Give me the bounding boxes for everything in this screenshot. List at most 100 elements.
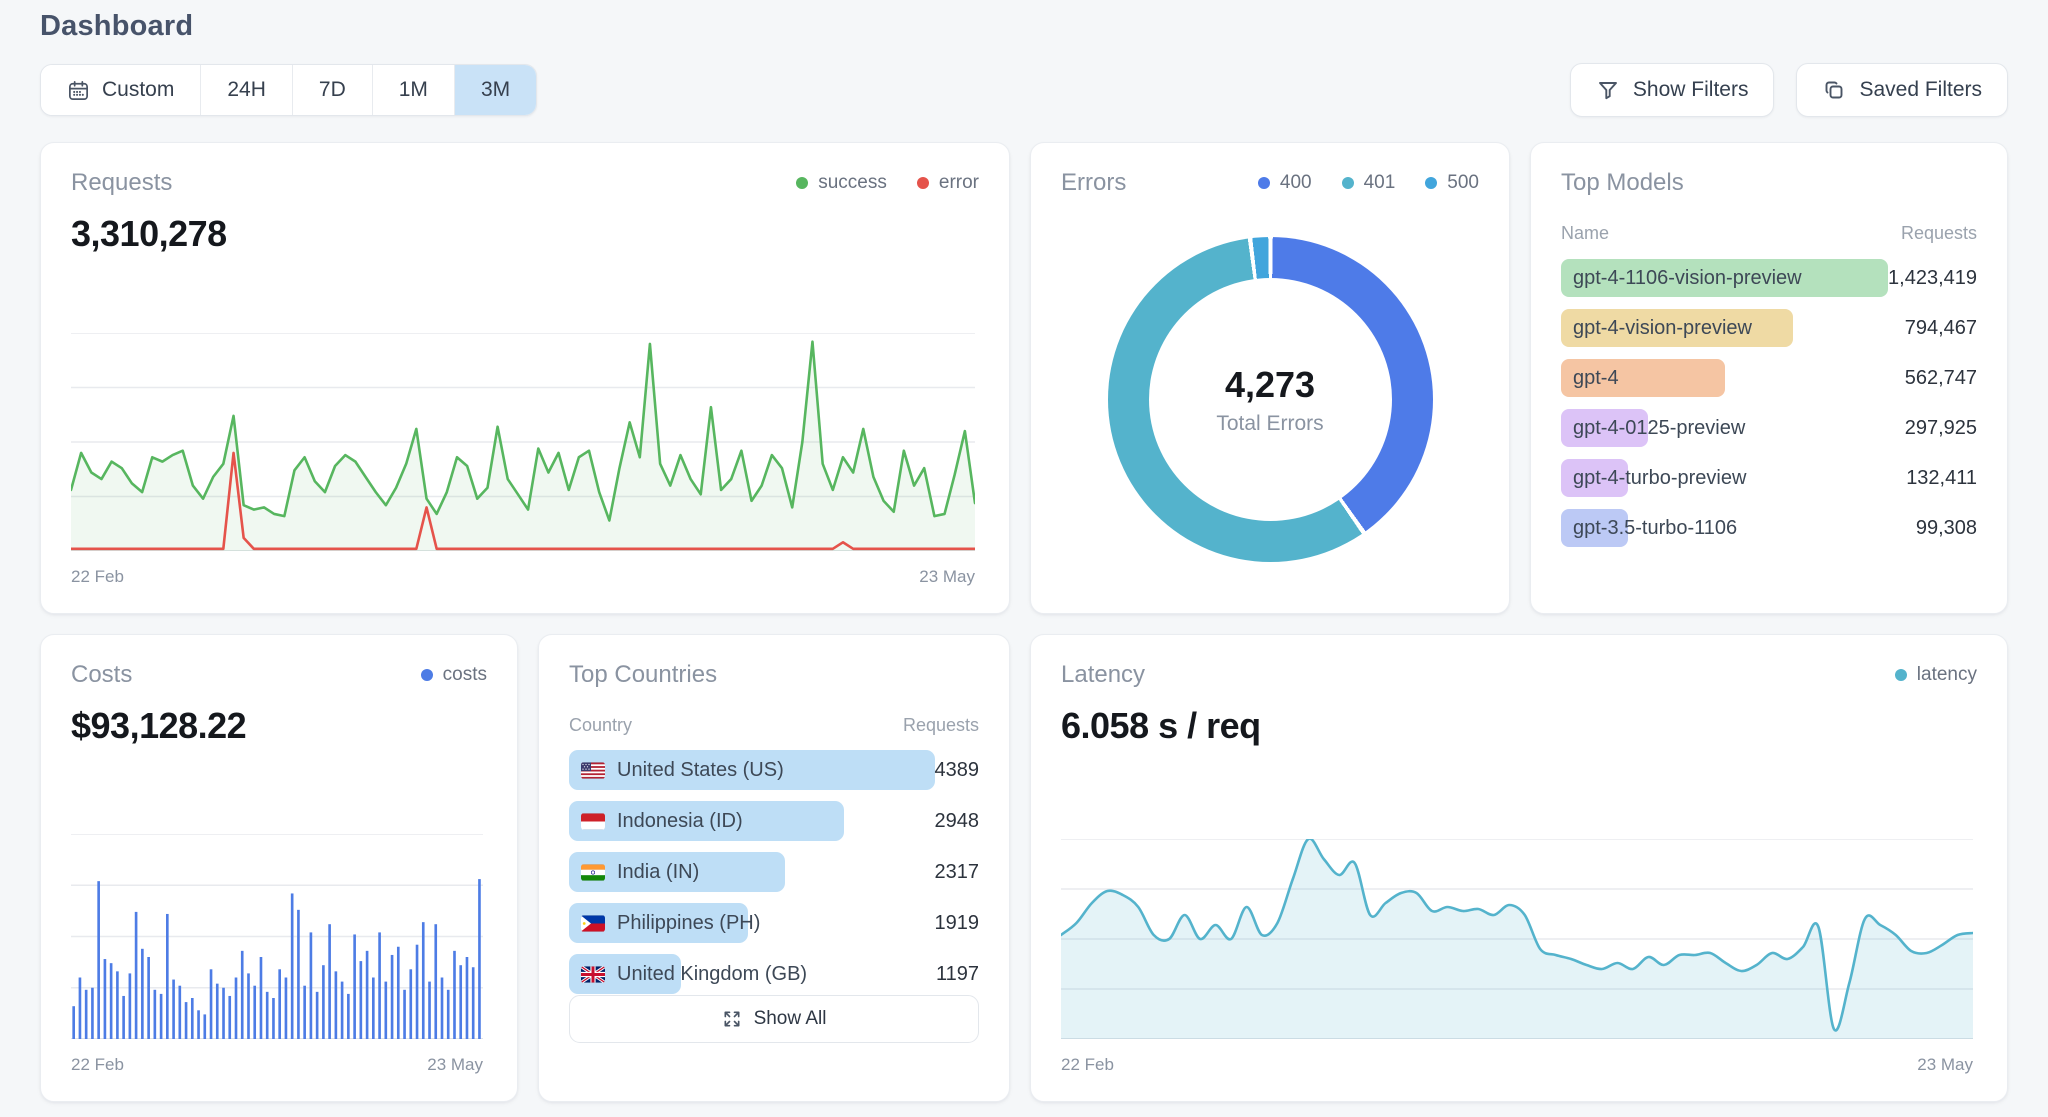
top-countries-table-header: Country Requests — [569, 715, 979, 736]
funnel-icon — [1596, 78, 1620, 102]
calendar-icon — [67, 79, 90, 102]
top-countries-rows: United States (US) 4389 Indonesia (ID) 2948… — [569, 750, 979, 994]
x-axis-end-label: 23 May — [1917, 1055, 1973, 1074]
x-axis-start-label: 22 Feb — [71, 567, 124, 586]
model-name-bar: gpt-4 — [1561, 359, 1726, 397]
show-filters-button[interactable]: Show Filters — [1569, 63, 1775, 117]
country-name-bar: India (IN) — [569, 852, 786, 892]
countries-country-column-header: Country — [569, 715, 633, 735]
errors-donut-center: 4,273 Total Errors — [1108, 237, 1433, 562]
latency-x-axis: 22 Feb 23 May — [1061, 1055, 1973, 1075]
time-filter-7d[interactable]: 7D — [291, 65, 372, 115]
time-filter-3m[interactable]: 3M — [453, 65, 537, 115]
country-name-bar: United States (US) — [569, 750, 935, 790]
total-errors-label: Total Errors — [1216, 411, 1324, 435]
errors-donut-chart: 4,273 Total Errors — [1061, 237, 1479, 562]
legend-dot — [916, 177, 929, 189]
model-name-bar: gpt-3.5-turbo-1106 — [1561, 509, 1737, 547]
requests-legend: success error — [796, 172, 979, 194]
x-axis-end-label: 23 May — [427, 1055, 483, 1074]
legend-dot — [1425, 177, 1438, 189]
country-name: United Kingdom (GB) — [617, 962, 808, 985]
time-filter-label: 24H — [227, 78, 266, 101]
latency-legend: latency — [1894, 664, 1977, 686]
time-range-filter-group: Custom 24H 7D 1M 3M — [40, 64, 538, 116]
requests-total: 3,310,278 — [71, 213, 227, 254]
page-title: Dashboard — [40, 10, 194, 42]
model-requests-value: 1,423,419 — [1888, 266, 1977, 289]
toolbar: Custom 24H 7D 1M 3M Show Filters Saved Filte… — [40, 63, 2008, 117]
show-all-label: Show All — [753, 1008, 827, 1029]
time-filter-label: 7D — [318, 78, 346, 101]
time-filter-1m[interactable]: 1M — [371, 65, 454, 115]
saved-filters-button[interactable]: Saved Filters — [1796, 63, 2008, 117]
time-filter-label: 1M — [398, 78, 428, 101]
costs-total: $93,128.22 — [71, 705, 247, 746]
country-name-bar: United Kingdom (GB) — [569, 954, 807, 994]
model-name-bar: gpt-4-vision-preview — [1561, 309, 1794, 347]
models-name-column-header: Name — [1561, 223, 1610, 243]
model-name-bar: gpt-4-0125-preview — [1561, 409, 1745, 447]
country-name: India (IN) — [617, 860, 700, 883]
x-axis-start-label: 22 Feb — [71, 1055, 124, 1074]
legend-dot — [420, 669, 433, 681]
model-requests-value: 794,467 — [1904, 316, 1977, 339]
legend-item[interactable]: 500 — [1425, 172, 1479, 194]
country-requests-value: 4389 — [934, 758, 980, 781]
models-requests-column-header: Requests — [1900, 223, 1977, 243]
show-all-button[interactable]: Show All — [569, 995, 979, 1043]
requests-card-title: Requests — [71, 169, 173, 196]
legend-item[interactable]: costs — [420, 664, 487, 686]
model-name-bar: gpt-4-turbo-preview — [1561, 459, 1746, 497]
model-row: gpt-4-vision-preview 794,467 — [1561, 308, 1977, 348]
country-row: India (IN) 2317 — [569, 852, 979, 892]
legend-dot — [796, 177, 809, 189]
model-requests-value: 297,925 — [1904, 416, 1977, 439]
top-models-table-header: Name Requests — [1561, 223, 1977, 244]
toolbar-actions: Show Filters Saved Filters — [1569, 63, 2008, 117]
costs-card-title: Costs — [71, 661, 133, 688]
model-requests-value: 132,411 — [1906, 466, 1977, 489]
us-flag-icon — [581, 762, 605, 779]
time-filter-label: Custom — [102, 78, 175, 101]
country-row: Philippines (PH) 1919 — [569, 903, 979, 943]
country-requests-value: 2948 — [934, 809, 980, 832]
time-filter-24h[interactable]: 24H — [200, 65, 292, 115]
latency-chart — [1061, 839, 1973, 1039]
requests-chart — [71, 333, 975, 551]
top-countries-card-title: Top Countries — [569, 661, 718, 688]
in-flag-icon — [581, 864, 605, 881]
legend-item[interactable]: latency — [1894, 664, 1977, 686]
legend-dot — [1341, 177, 1354, 189]
errors-card: Errors 400 401 500 4,273 Total Errors — [1030, 142, 1510, 614]
country-name: United States (US) — [617, 758, 784, 781]
expand-icon — [722, 1009, 742, 1029]
gb-flag-icon — [581, 965, 605, 983]
model-row: gpt-4-turbo-preview 132,411 — [1561, 458, 1977, 498]
model-requests-value: 99,308 — [1915, 516, 1977, 539]
latency-card-title: Latency — [1061, 661, 1146, 688]
x-axis-start-label: 22 Feb — [1061, 1055, 1114, 1074]
country-name: Indonesia (ID) — [617, 809, 743, 832]
legend-item[interactable]: success — [796, 172, 887, 194]
legend-item[interactable]: 401 — [1341, 172, 1395, 194]
country-row: Indonesia (ID) 2948 — [569, 801, 979, 841]
requests-card: Requests success error 3,310,278 22 Feb 2… — [40, 142, 1010, 614]
legend-dot — [1894, 669, 1907, 681]
show-filters-label: Show Filters — [1632, 78, 1749, 101]
total-errors-value: 4,273 — [1224, 363, 1316, 405]
cards-row-2: Costs costs $93,128.22 22 Feb 23 May Top… — [40, 634, 2008, 1102]
time-filter-custom[interactable]: Custom — [41, 65, 201, 115]
copy-icon — [1822, 78, 1846, 102]
country-row: United States (US) 4389 — [569, 750, 979, 790]
model-row: gpt-3.5-turbo-1106 99,308 — [1561, 508, 1977, 548]
legend-dot — [1257, 177, 1270, 189]
country-row: United Kingdom (GB) 1197 — [569, 954, 979, 994]
top-models-card-title: Top Models — [1561, 169, 1684, 196]
ph-flag-icon — [581, 915, 605, 932]
legend-item[interactable]: error — [916, 172, 979, 194]
legend-item[interactable]: 400 — [1257, 172, 1312, 194]
errors-card-title: Errors — [1061, 169, 1127, 196]
costs-card: Costs costs $93,128.22 22 Feb 23 May — [40, 634, 518, 1102]
latency-card: Latency latency 6.058 s / req 22 Feb 23 … — [1030, 634, 2008, 1102]
